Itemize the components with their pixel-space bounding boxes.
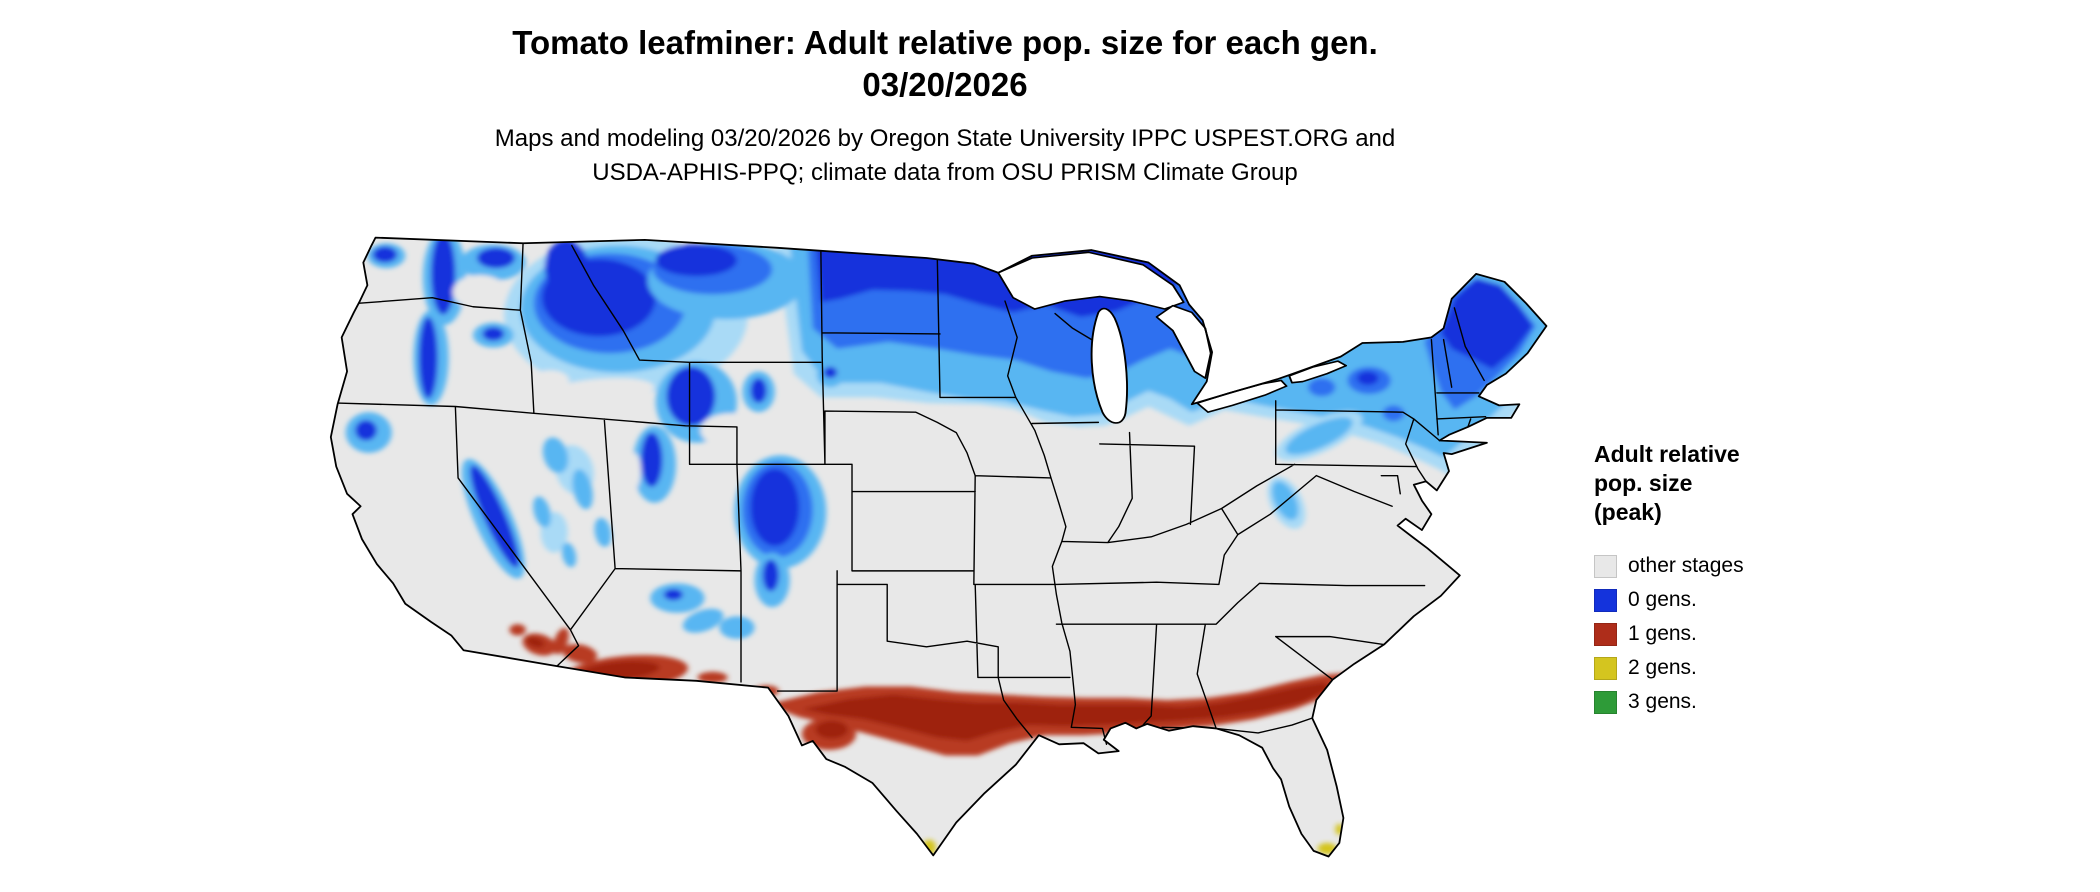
title-date: 03/20/2026 [862,66,1028,103]
region-catskills [1382,405,1405,422]
region-nevada-range-1 [542,437,569,474]
legend-item: 2 gens. [1594,651,1854,685]
legend-swatch [1594,554,1617,578]
region-california-inland-red [509,624,526,636]
legend-item: 0 gens. [1594,583,1854,617]
region-olympics-dark [372,246,398,263]
region-mogollon-light [682,608,724,633]
region-cascades-or-dark [418,316,438,399]
region-adirondack-dark [1356,371,1379,385]
region-1gen-core [801,681,1330,741]
map-legend: Adult relative pop. size (peak) other st… [1594,440,1854,719]
region-coloradoriver-red [553,627,569,655]
legend-swatch [1594,622,1617,646]
region-sierra-dark [470,465,520,568]
region-klamath-dark [355,420,377,441]
legend-items: other stages 0 gens. 1 gens. 2 gens. 3 g… [1594,549,1854,719]
region-snake-plain-gray-2 [531,370,570,391]
region-wyoming-basin-gray [700,413,760,448]
region-bigbend-red-core [815,720,848,739]
lake-ontario [1288,360,1348,384]
region-blackhills-dark [823,366,838,379]
region-nevada-range-3 [533,496,551,528]
region-newmexico-south-red [697,671,728,684]
subtitle-line-2: USDA-APHIS-PPQ; climate data from OSU PR… [592,159,1298,186]
region-columbia-basin-gray [452,275,507,310]
state-borders [338,243,1486,744]
legend-label: 3 gens. [1628,690,1697,713]
subtitle-block: Maps and modeling 03/20/2026 by Oregon S… [0,122,1890,190]
legend-title: Adult relative pop. size (peak) [1594,441,1740,525]
region-wv-light [1272,481,1299,521]
map-fill-layers [330,237,1547,857]
lake-superior [997,251,1185,310]
region-saltlake-valley-gray [627,452,641,490]
page-title: Tomato leafminer: Adult relative pop. si… [512,24,1378,61]
legend-label: 1 gens. [1628,622,1697,645]
legend-swatch [1594,656,1617,680]
region-cascades-wa-dark [431,237,456,315]
legend-label: 2 gens. [1628,656,1697,679]
legend-label: 0 gens. [1628,588,1697,611]
us-generation-map [320,224,1560,886]
region-bighorn-dark [750,378,767,404]
region-central-valley-gray [400,463,459,575]
region-arizona-peaks-dark [663,589,683,601]
legend-swatch [1594,588,1617,612]
region-wasatch-dark [640,432,663,487]
region-alleghenies-light [1285,417,1353,455]
legend-label: other stages [1628,554,1744,577]
legend-item: other stages [1594,549,1854,583]
region-montana-north-dark [655,244,737,277]
region-nevada-range-2 [572,469,593,510]
legend-item: 1 gens. [1594,617,1854,651]
region-yellowstone-dark [666,366,716,426]
region-okanogan-dark [477,247,515,269]
region-california-south-red-core [526,636,545,648]
region-maine-dark [1440,278,1533,370]
region-idaho-panhandle-dark [544,239,589,295]
region-arizona-west-red [562,644,598,664]
lake-huron [1155,304,1212,379]
region-sangredecristo-dark [762,559,779,592]
region-wallowas-dark [482,327,505,341]
region-tughill [1308,378,1336,397]
lake-michigan [1090,307,1128,424]
region-gila-light [719,616,755,639]
legend-swatch [1594,690,1617,714]
region-nevada-range-5 [561,542,577,568]
region-colorado-rockies-dark [750,468,800,546]
national-outline [331,238,1547,857]
great-lakes [997,251,1348,424]
region-nevada-range-4 [594,517,612,547]
subtitle-line-1: Maps and modeling 03/20/2026 by Oregon S… [494,125,1396,152]
title-block: Tomato leafminer: Adult relative pop. si… [0,22,1890,106]
legend-item: 3 gens. [1594,685,1854,719]
